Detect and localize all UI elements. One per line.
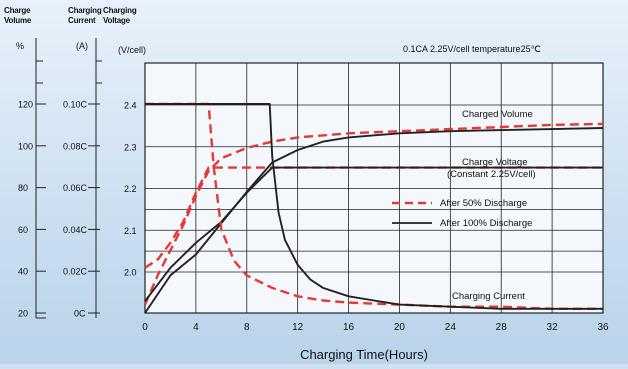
series-line-charged-volume-50- — [143, 122, 604, 306]
plot-area — [144, 62, 604, 314]
voltage-axis-unit: (V/cell) — [118, 45, 146, 55]
x-tick-label: 12 — [292, 322, 304, 333]
volume-tick-label: 40 — [18, 267, 28, 277]
series-line-charging-current-100- — [145, 103, 603, 310]
x-tick-label: 28 — [496, 322, 508, 333]
voltage-tick-label: 2.1 — [124, 226, 137, 236]
x-tick-label: 0 — [142, 322, 148, 333]
volume-tick-label: 80 — [18, 183, 28, 193]
voltage-tick-label: 2.0 — [124, 268, 137, 278]
voltage-tick-label: 2.3 — [124, 142, 137, 152]
x-tick-label: 32 — [547, 322, 559, 333]
x-tick-label: 4 — [193, 322, 199, 333]
volume-tick-label: 120 — [18, 100, 33, 110]
x-tick-label: 36 — [597, 322, 609, 333]
volume-tick-label: 20 — [18, 309, 28, 319]
annotation-constant-voltage: (Constant 2.25V/cell) — [447, 169, 536, 180]
axis-headers: Charge Volume Charging Current Charging … — [4, 6, 137, 25]
x-tick-label: 16 — [343, 322, 355, 333]
current-axis-header-line2: Current — [68, 16, 96, 25]
annotation-charge-voltage: Charge Voltage — [462, 157, 528, 168]
voltage-axis-header-line1: Charging — [103, 6, 137, 15]
x-tick-label: 8 — [244, 322, 250, 333]
voltage-axis-header-line2: Voltage — [103, 16, 131, 25]
current-tick-label: 0.10C — [63, 100, 88, 110]
volume-axis-unit: % — [16, 41, 24, 51]
annotation-charging-current: Charging Current — [452, 291, 525, 302]
legend-label-50: After 50% Discharge — [440, 198, 527, 209]
current-tick-label: 0.04C — [63, 225, 88, 235]
volume-tick-label: 60 — [18, 225, 28, 235]
x-tick-label: 20 — [394, 322, 406, 333]
series-line-charged-volume-100- — [144, 127, 604, 314]
volume-axis-header-line1: Charge — [4, 6, 31, 15]
series-line-charge-voltage-50- — [144, 166, 603, 269]
current-tick-label: 0.02C — [63, 267, 88, 277]
x-axis-label: Charging Time(Hours) — [300, 347, 428, 362]
current-tick-label: 0.06C — [63, 183, 88, 193]
annotation-charged-volume: Charged Volume — [462, 109, 533, 120]
current-axis-header-line1: Charging — [68, 6, 102, 15]
current-tick-label: 0C — [74, 309, 86, 319]
current-axis-unit: (A) — [76, 41, 88, 51]
volume-axis-header-line2: Volume — [4, 16, 32, 25]
legend-label-100: After 100% Discharge — [440, 218, 532, 229]
volume-tick-label: 100 — [18, 141, 33, 151]
current-tick-label: 0.08C — [63, 141, 88, 151]
voltage-tick-label: 2.2 — [124, 184, 137, 194]
x-tick-label: 24 — [445, 322, 457, 333]
axis-units: % (A) (V/cell) — [16, 41, 146, 55]
test-condition-note: 0.1CA 2.25V/cell temperature25℃ — [403, 44, 541, 54]
voltage-tick-label: 2.4 — [124, 101, 137, 111]
series-line-charging-current-50- — [145, 102, 603, 310]
